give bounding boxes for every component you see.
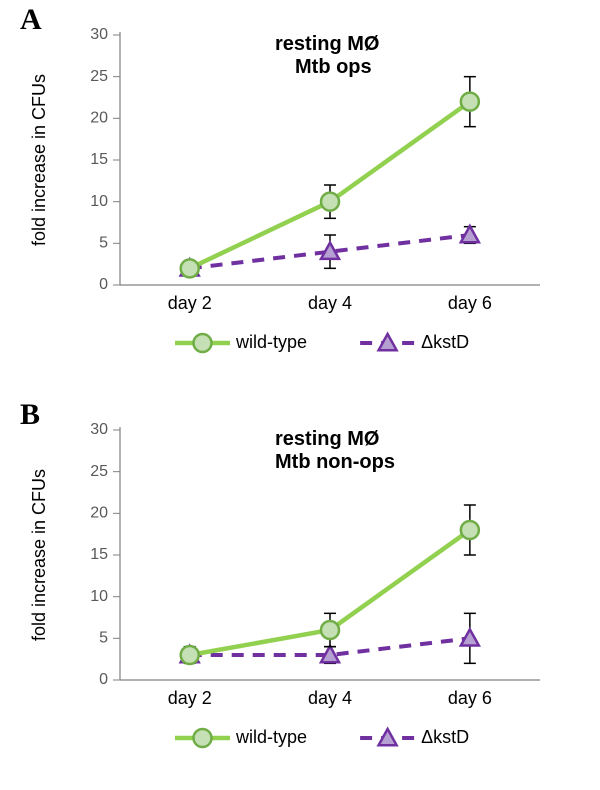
x-tick-label: day 2 bbox=[168, 688, 212, 708]
x-tick-label: day 6 bbox=[448, 688, 492, 708]
y-tick-label: 30 bbox=[90, 421, 108, 438]
y-tick-label: 15 bbox=[90, 546, 108, 563]
marker-wt bbox=[321, 621, 339, 639]
y-tick-label: 30 bbox=[90, 26, 108, 43]
y-axis-label: fold increase in CFUs bbox=[29, 74, 49, 246]
panel-A: A 0 5 10 15 20 25 30 day 2 day 4 day 6 fold increas… bbox=[0, 0, 600, 395]
y-tick-label: 10 bbox=[90, 193, 108, 210]
legend-label-kstd: ΔkstD bbox=[421, 727, 469, 747]
y-tick-label: 20 bbox=[90, 110, 108, 127]
marker-wt bbox=[461, 93, 479, 111]
y-tick-label: 20 bbox=[90, 505, 108, 522]
x-tick-label: day 4 bbox=[308, 688, 352, 708]
y-tick-label: 10 bbox=[90, 588, 108, 605]
y-axis-label: fold increase in CFUs bbox=[29, 469, 49, 641]
legend-label-wt: wild-type bbox=[235, 727, 307, 747]
y-tick-label: 0 bbox=[99, 671, 108, 688]
chart-title-line: Mtb non-ops bbox=[275, 451, 395, 473]
chart-B: 0 5 10 15 20 25 30 day 2 day 4 day 6 fold increase… bbox=[0, 395, 600, 765]
legend-marker-wt bbox=[194, 334, 212, 352]
legend-label-kstd: ΔkstD bbox=[421, 332, 469, 352]
y-tick-label: 25 bbox=[90, 463, 108, 480]
y-tick-label: 5 bbox=[99, 235, 108, 252]
panel-label-B: B bbox=[20, 398, 40, 432]
x-tick-label: day 6 bbox=[448, 293, 492, 313]
marker-wt bbox=[461, 521, 479, 539]
chart-title-line: resting MØ bbox=[275, 428, 379, 450]
panel-label-A: A bbox=[20, 3, 42, 37]
panel-B: B 0 5 10 15 20 25 30 day 2 day 4 day 6 fold increas… bbox=[0, 395, 600, 790]
marker-wt bbox=[181, 259, 199, 277]
x-tick-label: day 4 bbox=[308, 293, 352, 313]
y-tick-label: 5 bbox=[99, 630, 108, 647]
marker-wt bbox=[181, 646, 199, 664]
chart-A: 0 5 10 15 20 25 30 day 2 day 4 day 6 fold increase… bbox=[0, 0, 600, 370]
legend-label-wt: wild-type bbox=[235, 332, 307, 352]
chart-title-line: Mtb ops bbox=[295, 56, 372, 78]
y-tick-label: 25 bbox=[90, 68, 108, 85]
legend-marker-wt bbox=[194, 729, 212, 747]
marker-wt bbox=[321, 193, 339, 211]
y-tick-label: 0 bbox=[99, 276, 108, 293]
x-tick-label: day 2 bbox=[168, 293, 212, 313]
chart-title-line: resting MØ bbox=[275, 33, 379, 55]
y-tick-label: 15 bbox=[90, 151, 108, 168]
